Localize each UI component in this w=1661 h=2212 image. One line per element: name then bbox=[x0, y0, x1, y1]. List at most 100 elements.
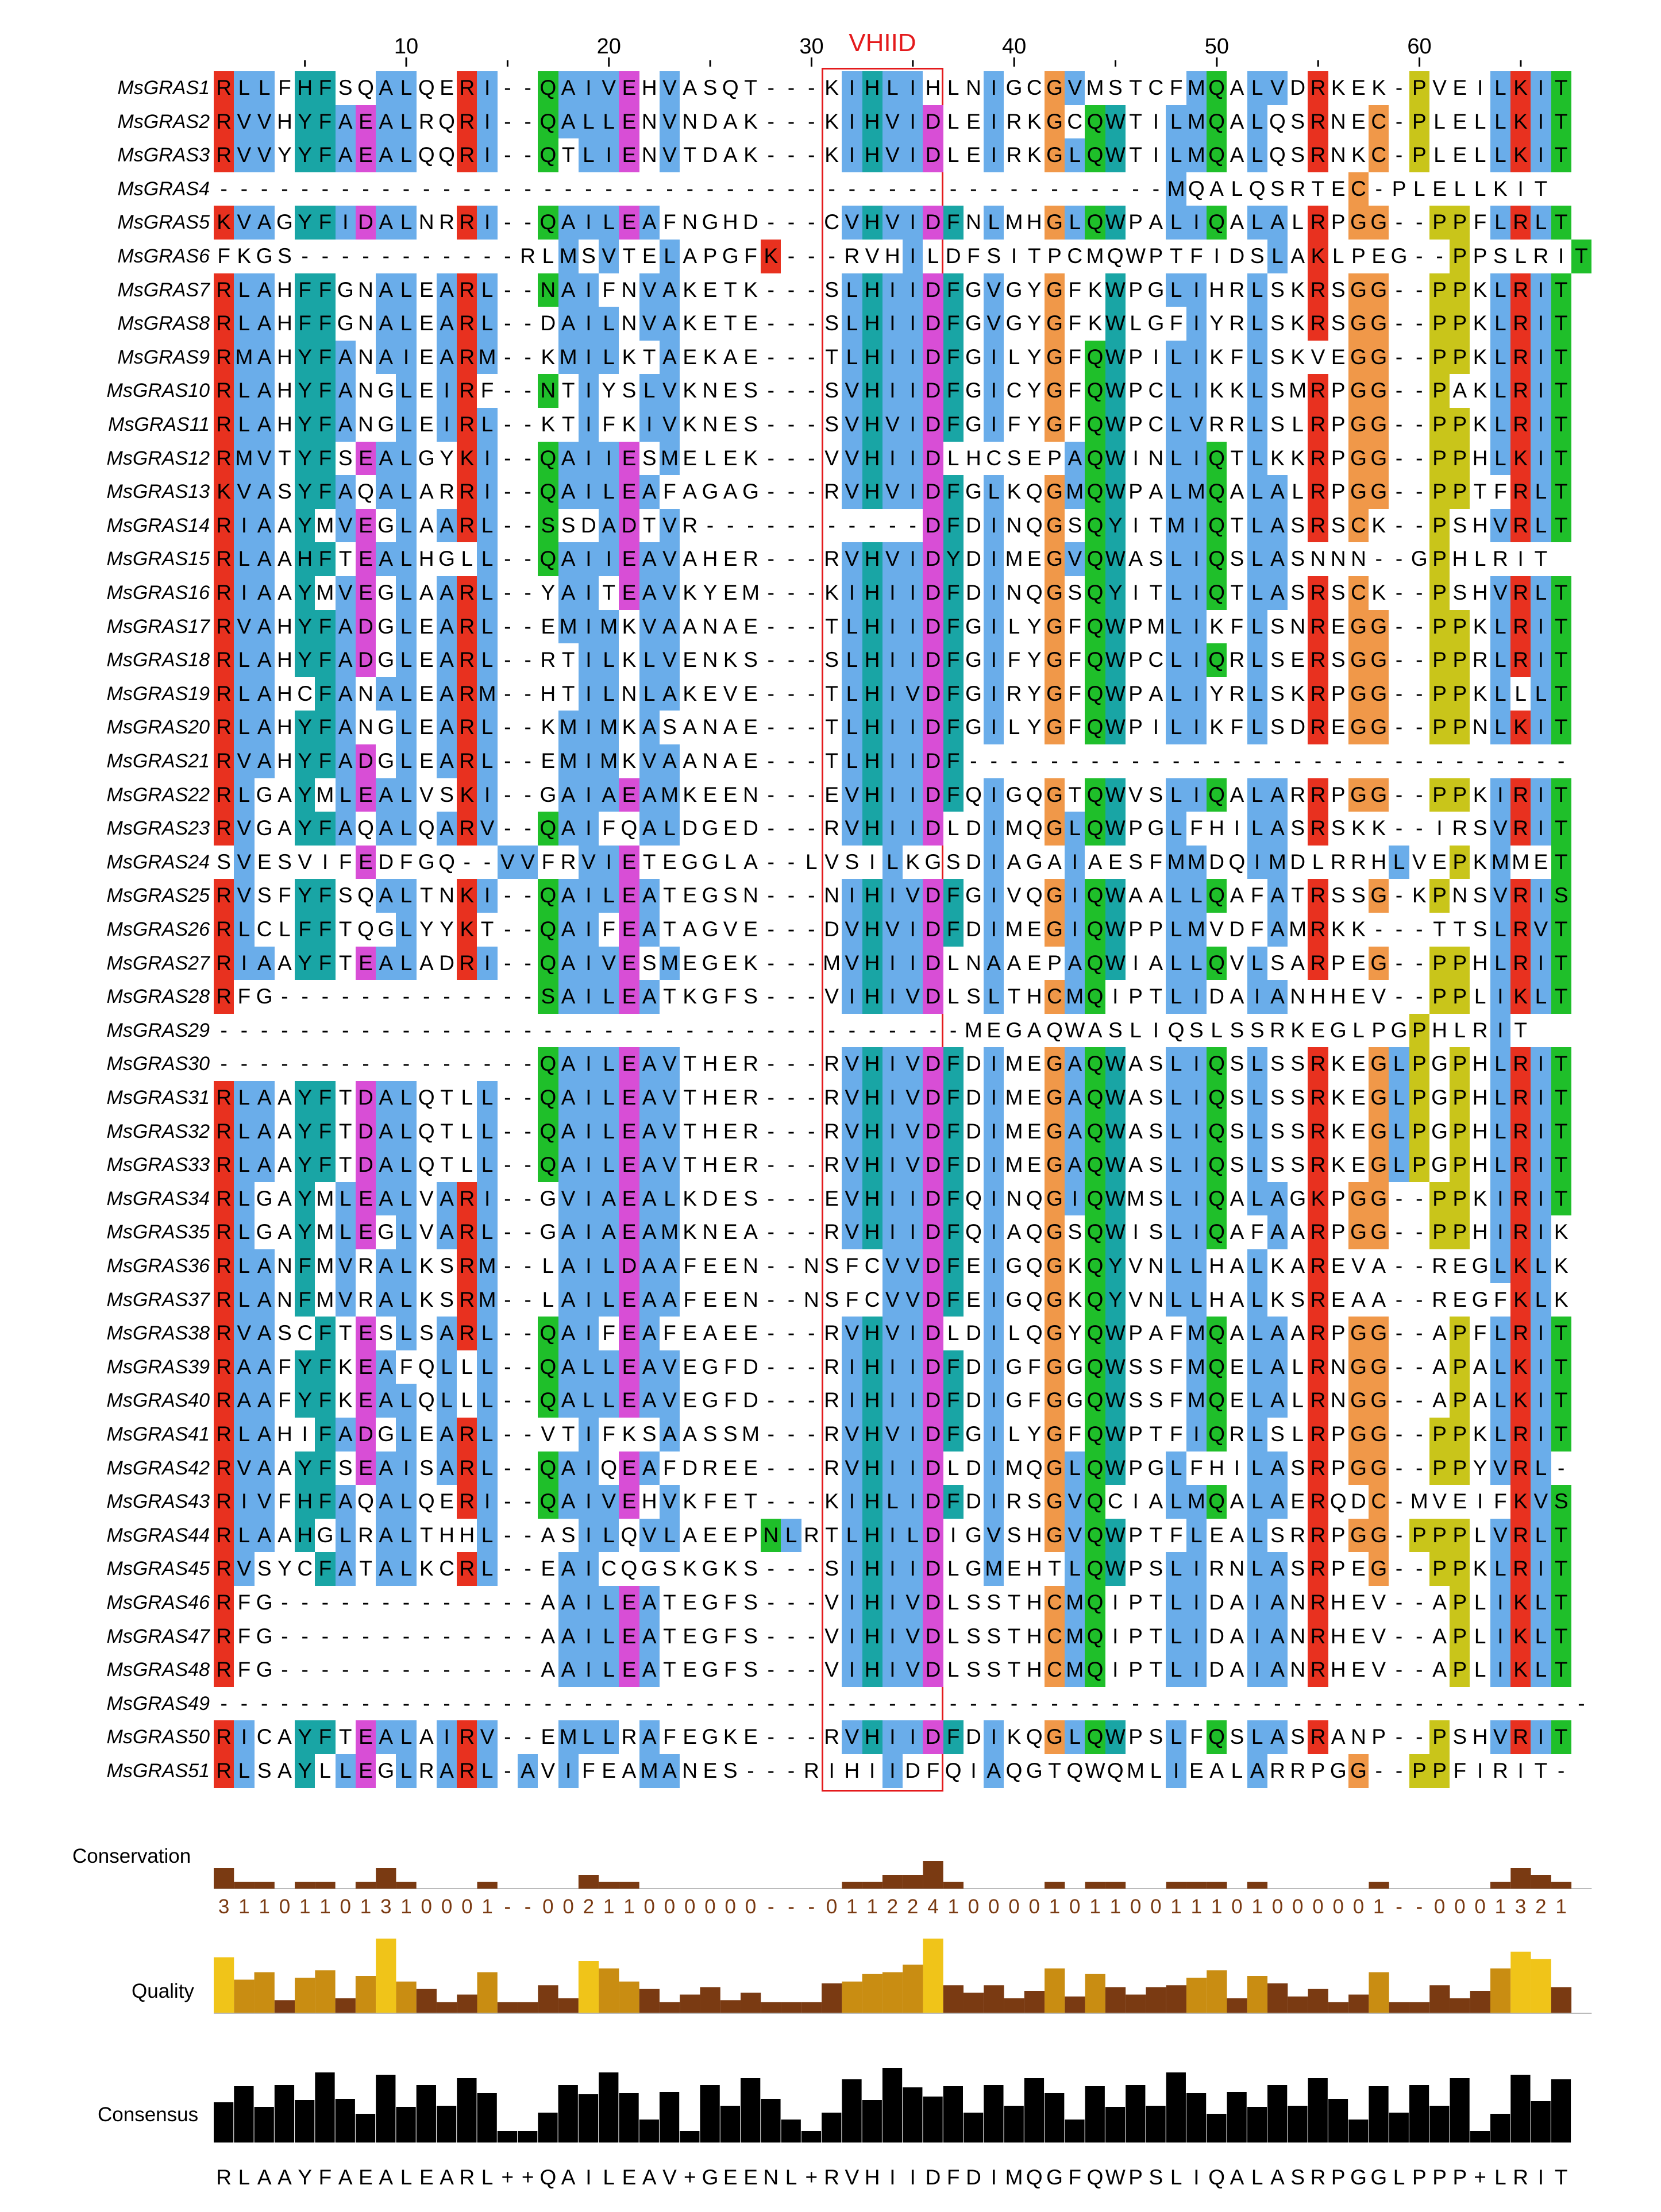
quality-bar bbox=[720, 2000, 741, 2013]
consensus-bar bbox=[497, 2131, 518, 2142]
sequence-name: MsGRAS17 bbox=[106, 615, 210, 638]
quality-bar bbox=[862, 1974, 882, 2013]
conservation-bar bbox=[923, 1861, 943, 1889]
conservation-bar bbox=[1531, 1875, 1551, 1889]
conservation-score: 0 bbox=[340, 1896, 351, 1918]
quality-bar bbox=[1024, 1991, 1045, 2013]
quality-bar bbox=[1389, 2002, 1409, 2013]
consensus-bar bbox=[538, 2113, 558, 2142]
sequence-name: MsGRAS32 bbox=[106, 1120, 210, 1142]
consensus-bar bbox=[882, 2068, 903, 2142]
consensus-bar bbox=[1450, 2078, 1470, 2142]
conservation-score: 0 bbox=[724, 1896, 736, 1918]
conservation-score: 0 bbox=[542, 1896, 554, 1918]
conservation-score: - bbox=[1416, 1896, 1423, 1918]
conservation-bar bbox=[578, 1875, 599, 1889]
consensus-bar bbox=[1490, 2114, 1510, 2142]
conservation-score: 4 bbox=[927, 1896, 939, 1918]
consensus-letter: N bbox=[763, 2165, 779, 2189]
consensus-bar bbox=[720, 2106, 741, 2142]
sequence-name: MsGRAS21 bbox=[106, 750, 210, 772]
conservation-score: 1 bbox=[1049, 1896, 1061, 1918]
quality-bar bbox=[984, 1985, 1004, 2013]
consensus-bar bbox=[680, 2131, 700, 2142]
quality-track bbox=[214, 1939, 1592, 2014]
quality-bar bbox=[1531, 1959, 1551, 2013]
quality-bar bbox=[1450, 1998, 1470, 2013]
quality-bar bbox=[1267, 1983, 1288, 2013]
consensus-letter: A bbox=[1270, 2165, 1285, 2189]
quality-bar bbox=[842, 1981, 862, 2013]
consensus-bar bbox=[659, 2092, 680, 2142]
consensus-bar bbox=[1247, 2107, 1267, 2142]
sequence-name: MsGRAS39 bbox=[106, 1356, 210, 1378]
consensus-letter: R bbox=[1513, 2165, 1528, 2189]
quality-bar bbox=[1207, 1970, 1227, 2013]
quality-bar bbox=[1308, 1989, 1328, 2013]
consensus-bar bbox=[1328, 2099, 1348, 2142]
conservation-score: 1 bbox=[238, 1896, 250, 1918]
consensus-letter: S bbox=[1149, 2165, 1163, 2189]
consensus-bar bbox=[396, 2107, 416, 2142]
conservation-score: 1 bbox=[1373, 1896, 1385, 1918]
consensus-bar bbox=[518, 2131, 538, 2142]
conservation-score: - bbox=[808, 1896, 815, 1918]
quality-bar bbox=[1186, 1978, 1207, 2013]
conservation-score: 0 bbox=[421, 1896, 433, 1918]
conservation-score: 0 bbox=[1332, 1896, 1344, 1918]
conservation-score: 0 bbox=[664, 1896, 676, 1918]
consensus-letter: L bbox=[1251, 2165, 1263, 2189]
consensus-letter: R bbox=[216, 2165, 232, 2189]
ruler-number: 50 bbox=[1204, 34, 1229, 59]
conservation-score: - bbox=[767, 1896, 774, 1918]
quality-bar bbox=[1551, 1987, 1572, 2013]
consensus-bar bbox=[1126, 2085, 1146, 2142]
conservation-bar bbox=[477, 1882, 498, 1889]
consensus-bar bbox=[801, 2131, 822, 2142]
quality-bar bbox=[416, 1989, 437, 2013]
consensus-bar bbox=[1207, 2114, 1227, 2142]
consensus-letter: I bbox=[1537, 2165, 1544, 2189]
quality-bar bbox=[1328, 2002, 1349, 2013]
ruler-number: 60 bbox=[1407, 34, 1432, 59]
conservation-bar bbox=[234, 1882, 255, 1889]
conservation-score: 0 bbox=[441, 1896, 453, 1918]
consensus-bar bbox=[416, 2085, 436, 2142]
conservation-score: 1 bbox=[299, 1896, 311, 1918]
quality-bar bbox=[457, 1994, 477, 2013]
consensus-bar bbox=[1146, 2106, 1166, 2142]
consensus-bar bbox=[1024, 2078, 1045, 2142]
conservation-bar bbox=[862, 1882, 882, 1889]
conservation-score: 2 bbox=[887, 1896, 899, 1918]
conservation-bar bbox=[882, 1875, 903, 1889]
consensus-bar bbox=[1470, 2131, 1490, 2142]
sequence-name: MsGRAS11 bbox=[108, 414, 210, 435]
quality-bar bbox=[436, 2002, 457, 2013]
sequence-name: MsGRAS19 bbox=[106, 682, 210, 705]
quality-bar bbox=[335, 1998, 356, 2013]
consensus-sequence: R L A A Y F A E A L E A R L + + Q A I L E A V + G E E N L + R V H I I D F D I M… bbox=[214, 2165, 1571, 2190]
consensus-bar bbox=[862, 2100, 882, 2142]
consensus-letter: R bbox=[1310, 2165, 1326, 2189]
consensus-letter: L bbox=[785, 2165, 797, 2189]
consensus-bar bbox=[943, 2086, 963, 2142]
conservation-score: 0 bbox=[1433, 1896, 1446, 1918]
conservation-score: 0 bbox=[1352, 1896, 1365, 1918]
sequence-name: MsGRAS23 bbox=[106, 817, 210, 840]
consensus-letter: P bbox=[1128, 2165, 1143, 2189]
consensus-letter: Q bbox=[1208, 2165, 1225, 2189]
consensus-bar bbox=[578, 2094, 599, 2142]
